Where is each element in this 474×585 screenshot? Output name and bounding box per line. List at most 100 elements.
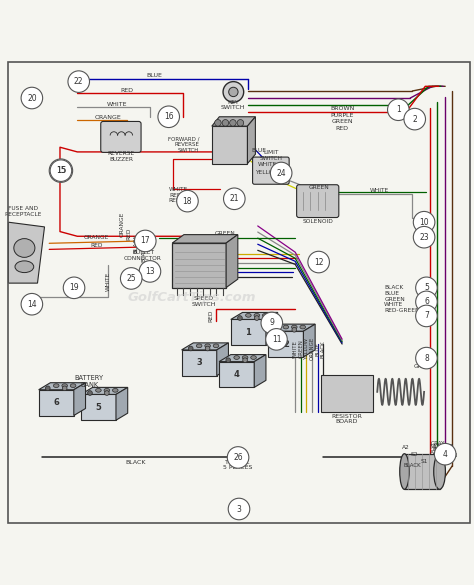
- Polygon shape: [219, 362, 254, 387]
- Text: 12: 12: [314, 257, 323, 267]
- Text: BLACK: BLACK: [126, 460, 146, 464]
- Circle shape: [222, 119, 228, 126]
- Text: 3: 3: [196, 358, 202, 367]
- Text: GREEN: GREEN: [298, 339, 303, 358]
- Text: BLACK: BLACK: [321, 340, 326, 357]
- Circle shape: [223, 82, 244, 102]
- Text: 10: 10: [419, 218, 429, 227]
- Circle shape: [416, 277, 437, 298]
- Text: 18: 18: [182, 197, 192, 205]
- Text: TYPICAL
5 PLACES: TYPICAL 5 PLACES: [223, 460, 253, 470]
- Circle shape: [416, 291, 437, 312]
- Text: FORWARD /
REVERSE
SWITCH: FORWARD / REVERSE SWITCH: [168, 136, 199, 153]
- Circle shape: [434, 443, 456, 465]
- Ellipse shape: [263, 314, 268, 317]
- Text: 8: 8: [424, 353, 429, 363]
- Polygon shape: [81, 387, 128, 394]
- Text: 15: 15: [55, 166, 66, 175]
- Ellipse shape: [300, 325, 306, 329]
- FancyBboxPatch shape: [253, 157, 289, 184]
- Circle shape: [21, 294, 43, 315]
- Text: RESISTOR
BOARD: RESISTOR BOARD: [331, 414, 362, 425]
- Text: WHITE: WHITE: [293, 340, 298, 357]
- Circle shape: [135, 230, 156, 252]
- Text: BLUE: BLUE: [252, 149, 267, 153]
- Text: LIMIT
SWITCH: LIMIT SWITCH: [259, 150, 283, 161]
- Polygon shape: [81, 394, 116, 420]
- Text: BLACK: BLACK: [384, 285, 403, 290]
- Text: YELLOW: YELLOW: [304, 338, 309, 360]
- Text: ORANGE: ORANGE: [94, 115, 121, 120]
- Text: RED: RED: [336, 126, 348, 131]
- Ellipse shape: [15, 261, 34, 273]
- Text: 20: 20: [27, 94, 36, 102]
- Text: 6: 6: [424, 297, 429, 307]
- Text: BLUE: BLUE: [147, 74, 163, 78]
- Ellipse shape: [205, 344, 210, 347]
- Ellipse shape: [112, 388, 118, 392]
- Text: 14: 14: [27, 300, 36, 309]
- Text: 21: 21: [229, 194, 239, 203]
- Text: SOLENOID: SOLENOID: [302, 219, 333, 224]
- Text: WHITE: WHITE: [370, 188, 389, 193]
- Text: 26: 26: [233, 453, 243, 462]
- Polygon shape: [39, 383, 85, 390]
- Text: S1: S1: [420, 459, 428, 464]
- Ellipse shape: [283, 325, 289, 329]
- Text: BROWN: BROWN: [330, 106, 354, 111]
- Text: BULLET
CONNECTOR: BULLET CONNECTOR: [124, 250, 162, 261]
- Text: ORANGE: ORANGE: [119, 212, 124, 238]
- Circle shape: [237, 316, 242, 321]
- Circle shape: [413, 226, 435, 248]
- Text: 24: 24: [276, 168, 286, 177]
- Circle shape: [228, 498, 250, 520]
- Polygon shape: [172, 235, 238, 243]
- Text: 25: 25: [127, 274, 136, 283]
- Polygon shape: [247, 117, 255, 164]
- Circle shape: [416, 305, 437, 326]
- FancyBboxPatch shape: [101, 122, 141, 152]
- Circle shape: [229, 119, 236, 126]
- Text: 3: 3: [237, 504, 241, 514]
- Text: RED: RED: [120, 88, 133, 92]
- Text: 6: 6: [53, 398, 59, 407]
- Text: BLACK: BLACK: [403, 463, 421, 469]
- Circle shape: [270, 162, 292, 184]
- Text: 5: 5: [424, 283, 429, 292]
- Polygon shape: [182, 343, 228, 350]
- Ellipse shape: [213, 344, 219, 347]
- Text: BLUE: BLUE: [384, 291, 399, 296]
- Text: WHITE: WHITE: [168, 187, 188, 192]
- Text: GREEN: GREEN: [215, 232, 235, 236]
- Text: WHITE: WHITE: [257, 162, 277, 167]
- Text: PURPLE: PURPLE: [330, 113, 354, 118]
- Ellipse shape: [70, 384, 76, 387]
- Text: ORANGE: ORANGE: [310, 337, 315, 360]
- Text: 19: 19: [69, 283, 79, 292]
- Polygon shape: [212, 126, 247, 164]
- Text: 17: 17: [140, 236, 150, 246]
- Text: 13: 13: [145, 267, 155, 276]
- Text: BROWN: BROWN: [437, 453, 458, 458]
- Ellipse shape: [292, 325, 297, 329]
- Circle shape: [416, 347, 437, 369]
- Polygon shape: [303, 324, 315, 357]
- Circle shape: [226, 358, 230, 363]
- Circle shape: [215, 119, 221, 126]
- Polygon shape: [219, 355, 266, 362]
- Text: MOTOR: MOTOR: [429, 443, 455, 450]
- Text: 22: 22: [74, 77, 83, 86]
- Ellipse shape: [137, 234, 149, 241]
- Circle shape: [243, 358, 247, 363]
- Polygon shape: [254, 355, 266, 387]
- Circle shape: [266, 329, 287, 350]
- Circle shape: [120, 268, 142, 289]
- Text: 1: 1: [396, 105, 401, 114]
- Polygon shape: [226, 235, 238, 288]
- Polygon shape: [212, 117, 255, 126]
- Circle shape: [237, 119, 244, 126]
- Text: BLACK: BLACK: [141, 243, 146, 262]
- Text: 1: 1: [246, 328, 251, 337]
- Text: 4: 4: [443, 450, 447, 459]
- Ellipse shape: [96, 388, 101, 392]
